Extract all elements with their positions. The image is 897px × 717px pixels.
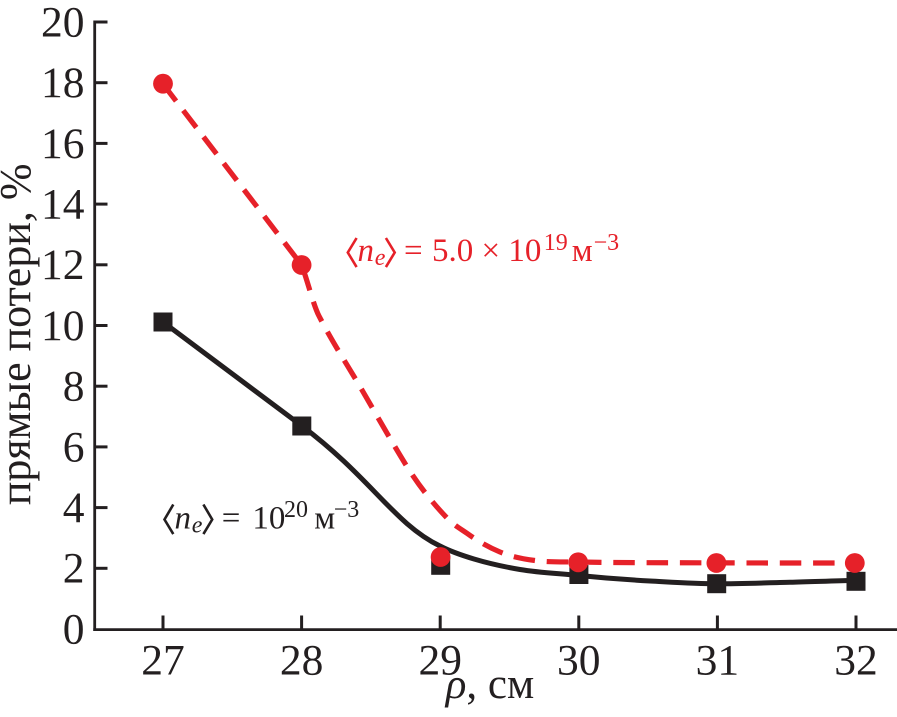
svg-text:10: 10 <box>41 302 85 350</box>
svg-text:прямые потери, %: прямые потери, % <box>0 163 40 505</box>
svg-text:8: 8 <box>63 363 85 411</box>
svg-text:5.0 × 10: 5.0 × 10 <box>432 233 541 269</box>
svg-text:29: 29 <box>418 637 462 685</box>
svg-text:30: 30 <box>557 637 601 685</box>
svg-text:ρ, см: ρ, см <box>444 661 534 708</box>
svg-text:n: n <box>358 233 375 269</box>
svg-text:м: м <box>572 233 593 269</box>
svg-text:10: 10 <box>252 501 285 537</box>
svg-text:6: 6 <box>63 423 85 471</box>
svg-text:18: 18 <box>41 59 85 107</box>
svg-text:−3: −3 <box>594 230 620 256</box>
svg-text:n: n <box>175 501 192 537</box>
svg-text:−3: −3 <box>334 497 360 523</box>
svg-text:e: e <box>375 245 386 271</box>
svg-text:20: 20 <box>41 0 85 46</box>
svg-text:16: 16 <box>41 120 85 168</box>
svg-text:27: 27 <box>141 637 185 685</box>
svg-text:=: = <box>222 501 241 537</box>
svg-text:31: 31 <box>696 637 740 685</box>
svg-text:4: 4 <box>63 484 85 532</box>
svg-text:0: 0 <box>63 605 85 653</box>
svg-text:32: 32 <box>834 637 878 685</box>
svg-text:м: м <box>314 501 335 537</box>
svg-text:14: 14 <box>41 181 85 229</box>
svg-text:20: 20 <box>284 497 308 523</box>
svg-text:19: 19 <box>544 230 568 256</box>
svg-text:e: e <box>192 513 203 539</box>
svg-text:12: 12 <box>41 241 85 289</box>
svg-text:=: = <box>404 233 423 269</box>
svg-text:2: 2 <box>63 545 85 593</box>
svg-text:28: 28 <box>280 637 324 685</box>
